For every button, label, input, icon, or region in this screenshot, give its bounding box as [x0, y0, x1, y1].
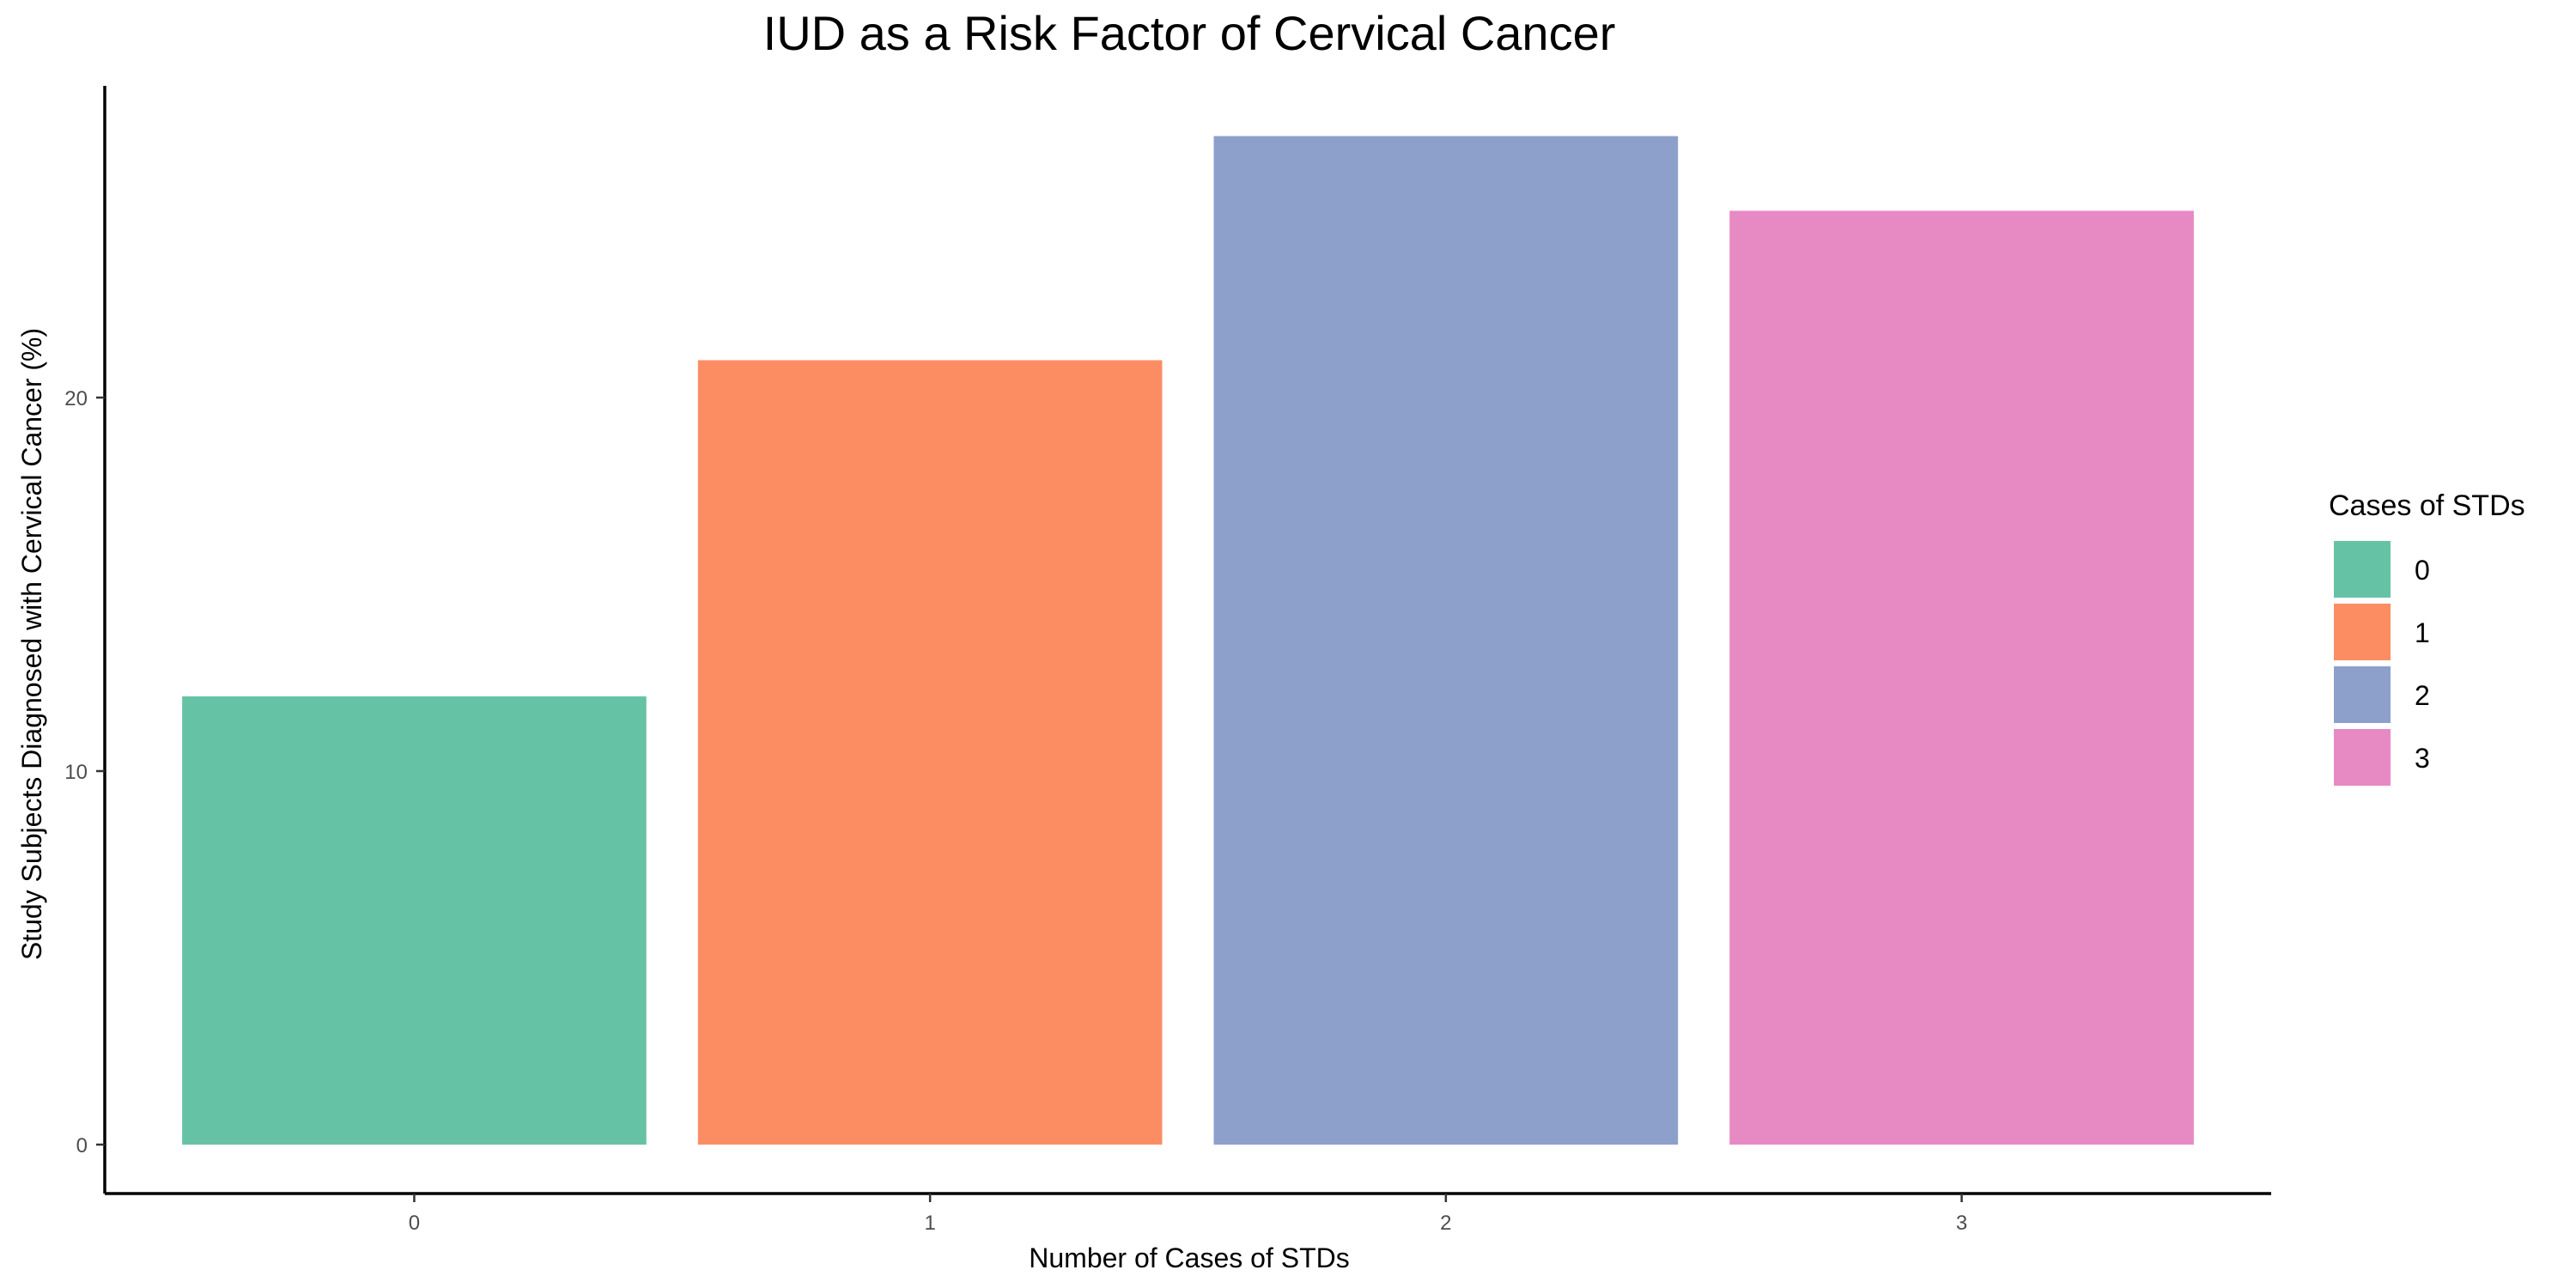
- legend-label-0: 0: [2415, 555, 2430, 586]
- legend-label-2: 2: [2415, 680, 2430, 711]
- y-axis-label: Study Subjects Diagnosed with Cervical C…: [16, 328, 47, 960]
- x-tick-label: 1: [924, 1212, 935, 1235]
- legend-key-2: [2334, 666, 2391, 723]
- bar-3: [1729, 210, 2194, 1145]
- x-tick-label: 3: [1956, 1212, 1967, 1235]
- y-tick-label: 0: [76, 1134, 88, 1157]
- bar-0: [182, 696, 647, 1145]
- bar-2: [1213, 136, 1679, 1145]
- legend-title: Cases of STDs: [2329, 489, 2525, 522]
- legend: Cases of STDs 0 1 2 3: [2329, 489, 2525, 786]
- bars-layer: [182, 136, 2194, 1145]
- x-axis-label: Number of Cases of STDs: [1029, 1242, 1349, 1273]
- bar-1: [697, 360, 1163, 1145]
- legend-key-1: [2334, 604, 2391, 660]
- x-tick-label: 0: [409, 1212, 420, 1235]
- legend-key-3: [2334, 729, 2391, 786]
- legend-label-1: 1: [2415, 617, 2430, 648]
- axes-layer: 0 10 20 0 1 2 3: [64, 86, 2271, 1235]
- legend-key-0: [2334, 541, 2391, 598]
- x-tick-label: 2: [1440, 1212, 1451, 1235]
- y-tick-label: 20: [64, 387, 88, 410]
- chart-title: IUD as a Risk Factor of Cervical Cancer: [763, 6, 1616, 60]
- legend-label-3: 3: [2415, 743, 2430, 774]
- y-tick-label: 10: [64, 761, 88, 784]
